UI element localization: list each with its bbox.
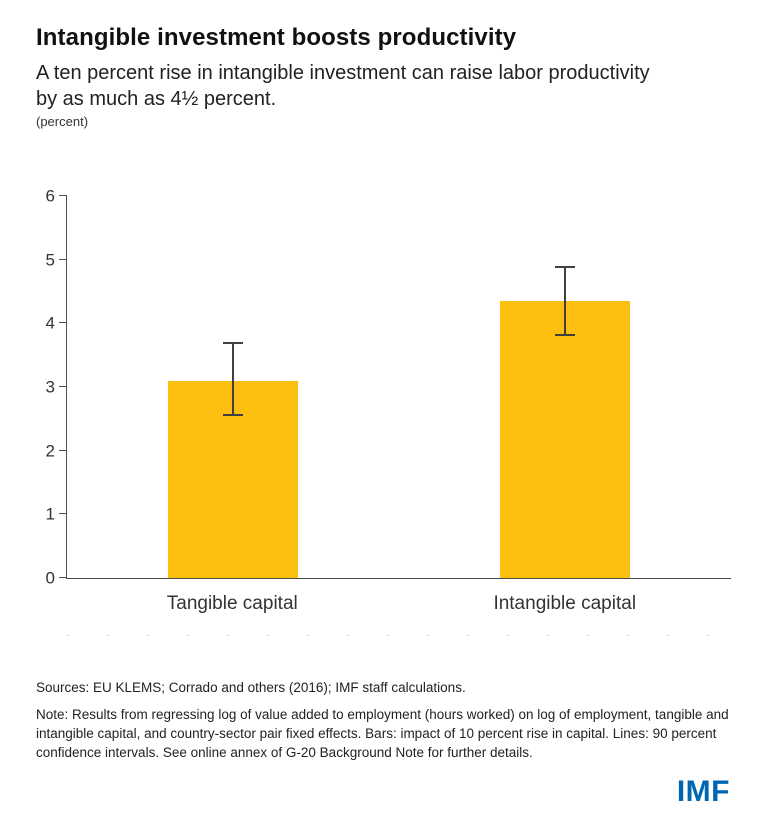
bar [500,301,630,578]
error-bar-line [232,344,234,414]
bar-group [67,196,399,578]
error-bar [223,342,243,416]
plot-area: 0 1 2 3 4 5 6 [46,188,731,587]
error-bar [555,266,575,337]
y-tick-mark [59,386,67,387]
y-tick-mark [59,322,67,324]
note-text: Note: Results from regressing log of val… [36,707,729,760]
bar-groups [67,196,731,578]
bar-group [399,196,731,578]
unit-label: (percent) [36,114,89,129]
x-tick-label: Intangible capital [493,593,637,614]
imf-logo: IMF [676,775,730,808]
y-tick-mark [59,513,67,515]
y-tick-label: 5 [45,250,55,270]
x-axis-labels: Tangible capital Intangible capital [66,593,731,615]
y-tick-label: 4 [45,313,55,333]
y-tick-mark [59,195,67,196]
x-tick-label: Tangible capital [166,593,298,614]
y-tick-mark [59,258,67,260]
y-tick-label: 6 [45,186,55,206]
footer-notes: Sources: EU KLEMS; Corrado and others (2… [36,678,736,762]
y-tick-mark [59,577,67,578]
y-tick-label: 0 [45,568,55,588]
sources-text: Sources: EU KLEMS; Corrado and others (2… [36,680,466,695]
bar-chart: 0 1 2 3 4 5 6 Tangible capital Intangible capit… [46,188,731,636]
error-bar-line [564,268,566,335]
minor-rule [66,635,731,636]
y-tick-label: 1 [45,504,55,524]
y-tick-mark [59,449,67,451]
y-tick-label: 2 [45,441,55,461]
y-tick-label: 3 [45,377,55,397]
chart-title: Intangible investment boosts productivit… [36,24,517,51]
chart-subtitle: A ten percent rise in intangible investm… [36,62,650,110]
